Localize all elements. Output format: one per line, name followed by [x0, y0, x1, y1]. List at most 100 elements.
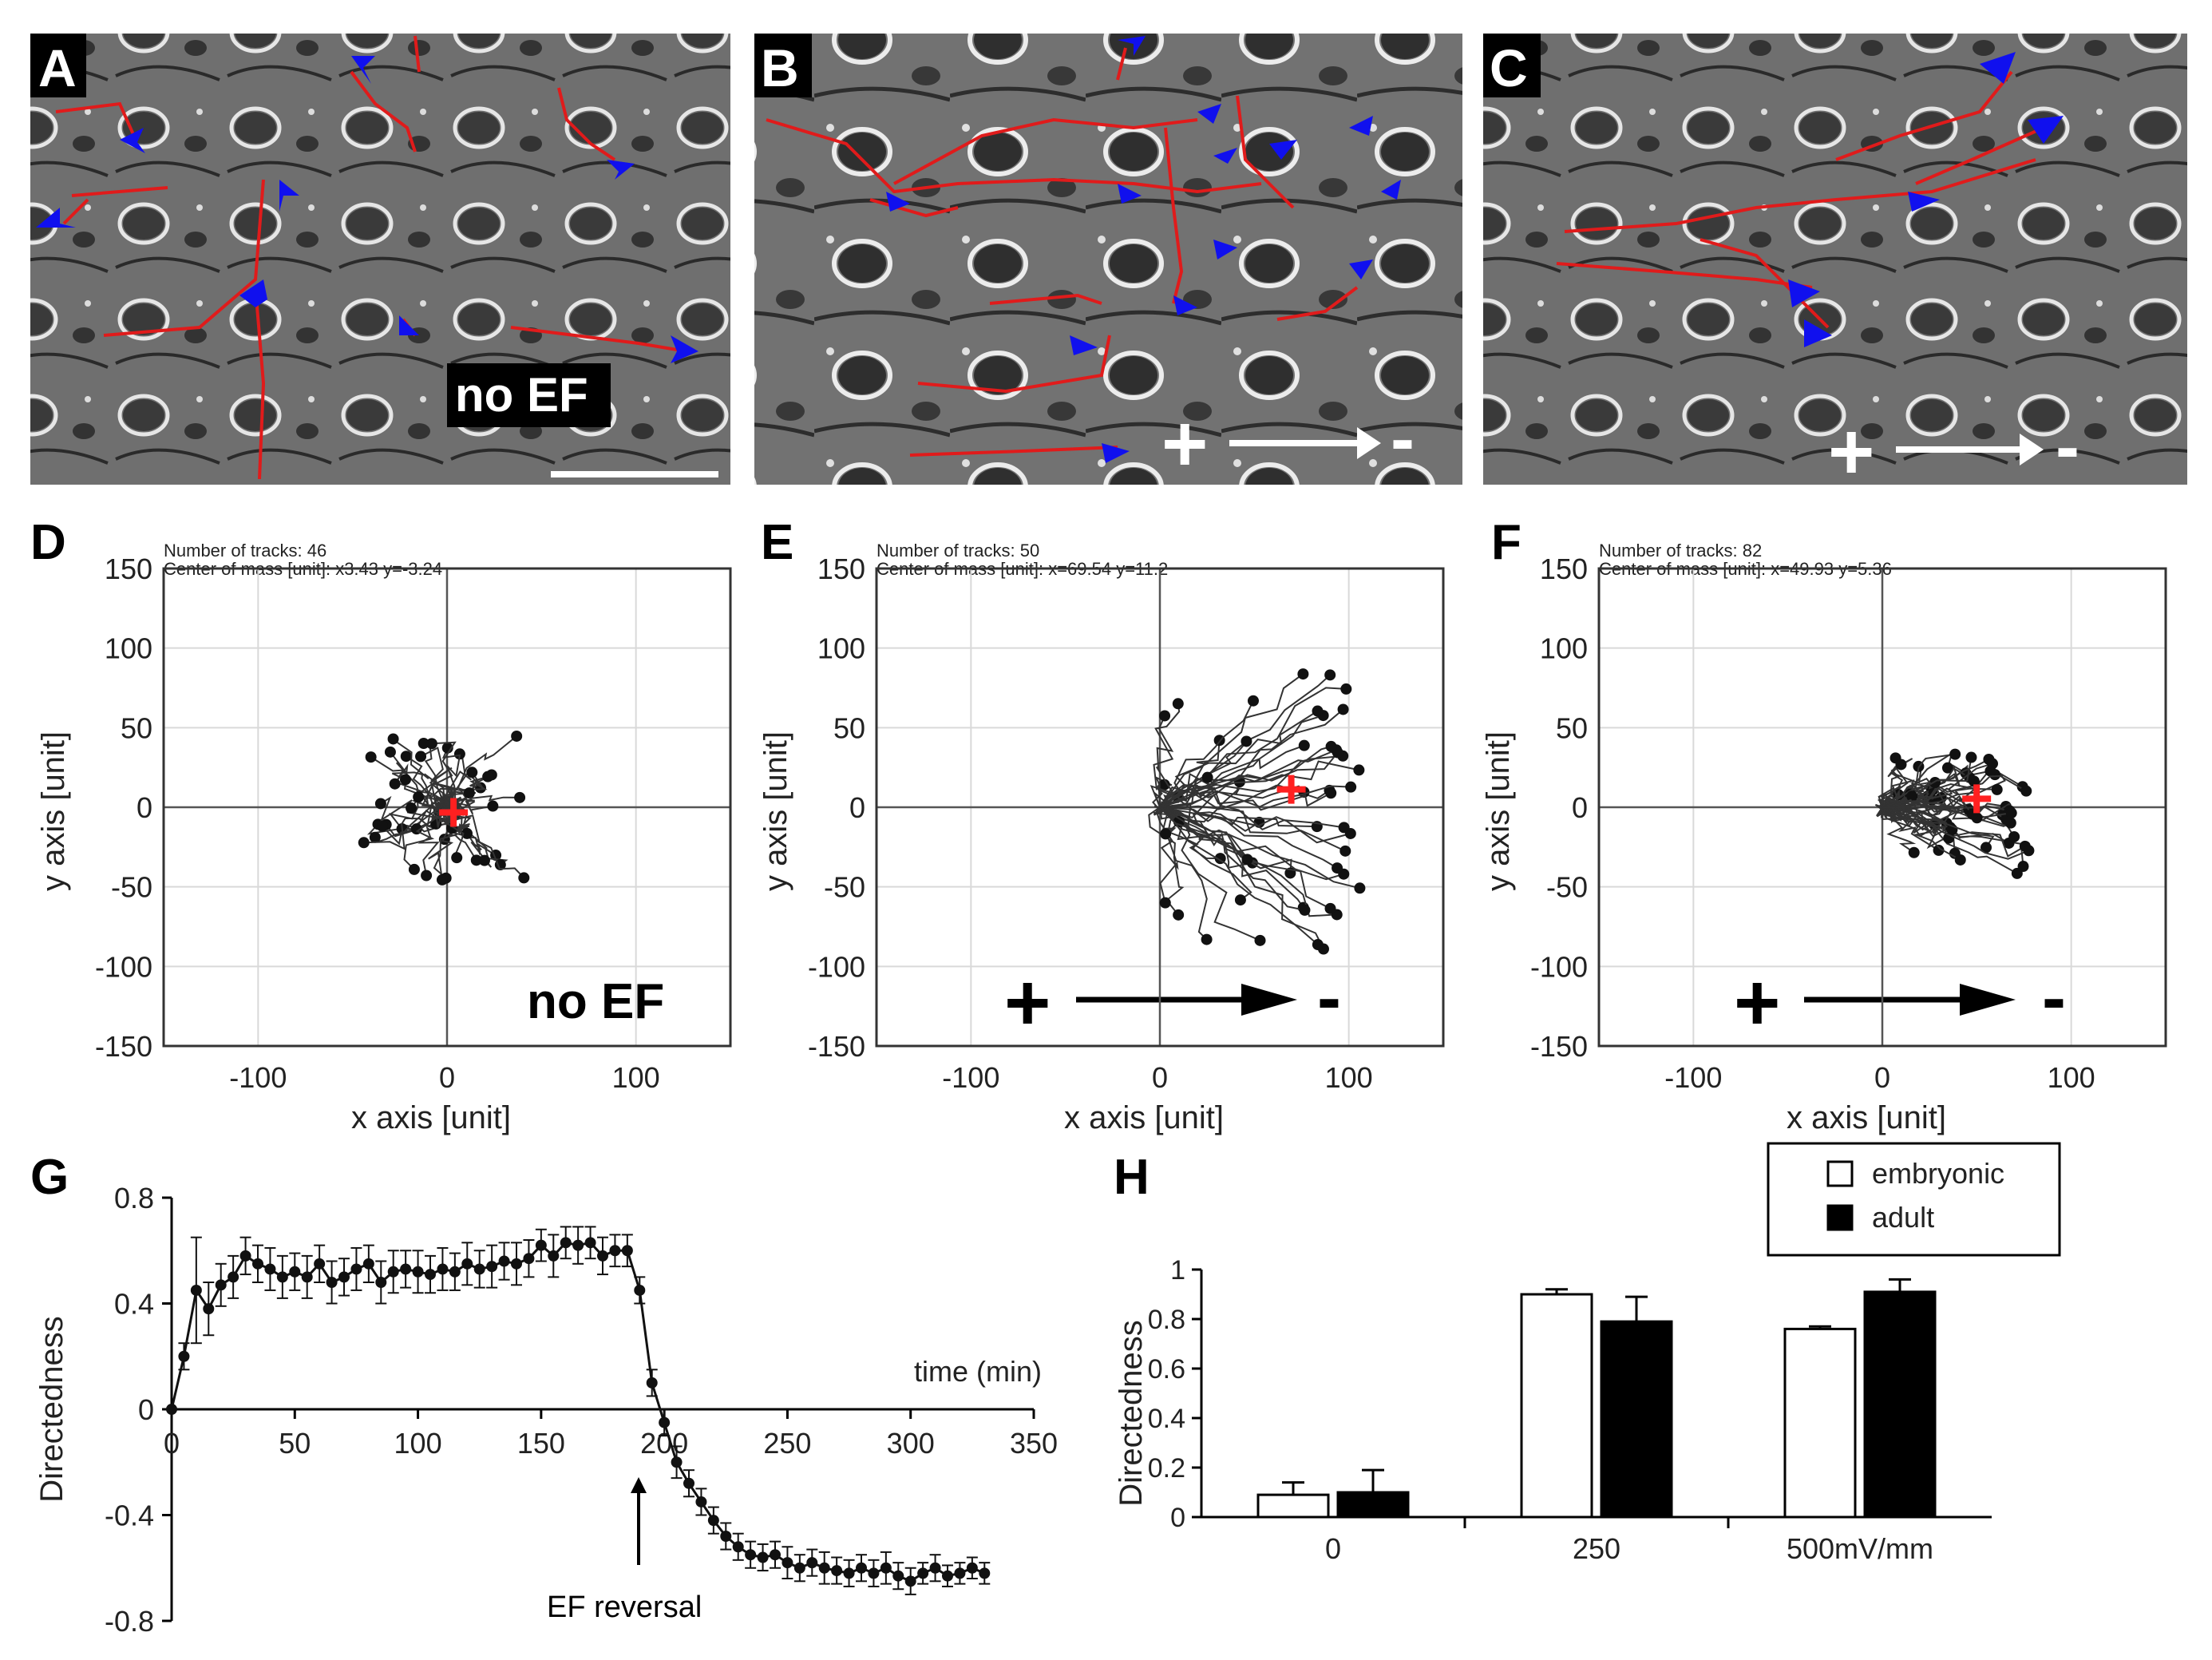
- track-endpoint: [1159, 710, 1171, 722]
- cell-track: [1159, 806, 1208, 941]
- data-point: [228, 1271, 239, 1283]
- y-tick-label: 50: [121, 711, 152, 744]
- x-tick-label: 0: [164, 1427, 180, 1460]
- cell-track: [1882, 806, 2018, 874]
- track-endpoint: [1201, 933, 1213, 945]
- data-point: [782, 1557, 793, 1569]
- track-endpoint: [514, 791, 526, 803]
- track-endpoint: [384, 746, 396, 758]
- track-endpoint: [518, 872, 530, 884]
- panel-letter-e: E: [761, 515, 793, 570]
- track-endpoint: [1354, 882, 1366, 894]
- tracks-count-d: Number of tracks: 46: [164, 541, 326, 561]
- track-endpoint: [1158, 778, 1170, 790]
- data-point: [548, 1250, 560, 1262]
- x-tick-label: 100: [394, 1427, 442, 1460]
- y-tick-label: -150: [1530, 1030, 1588, 1063]
- track-endpoint: [1332, 862, 1343, 874]
- data-point: [498, 1255, 510, 1267]
- track-endpoint: [451, 852, 463, 864]
- directedness-line: [170, 1241, 985, 1583]
- y-axis-label: y axis [unit]: [758, 731, 793, 891]
- track-endpoint: [1339, 845, 1351, 857]
- data-point: [831, 1565, 843, 1577]
- y-tick-label: -50: [111, 871, 152, 904]
- data-point: [523, 1253, 535, 1265]
- data-point: [252, 1258, 263, 1270]
- track-endpoint: [1297, 668, 1309, 680]
- cell-track: [1878, 753, 1956, 808]
- cell-track: [1148, 806, 1185, 916]
- cell-track: [1159, 673, 1304, 808]
- bar-adult: [1336, 1491, 1410, 1519]
- cell-track: [1159, 806, 1324, 950]
- data-point: [646, 1377, 658, 1389]
- panel-a: A no EF: [30, 34, 730, 485]
- track-endpoint: [1337, 703, 1349, 715]
- legend-box: [1767, 1142, 2061, 1257]
- x-axis-label: x axis [unit]: [1787, 1100, 1946, 1135]
- track-endpoint: [1340, 683, 1352, 695]
- track-endpoint: [453, 748, 465, 760]
- data-point: [535, 1239, 547, 1251]
- y-tick-label: 1: [1170, 1255, 1185, 1286]
- track-endpoint: [1941, 762, 1953, 774]
- cell-track: [1882, 797, 1973, 816]
- track-endpoint: [408, 863, 420, 875]
- data-point: [720, 1531, 732, 1542]
- track-endpoint: [406, 802, 417, 814]
- track-endpoint: [400, 751, 412, 763]
- x-tick-label: 0: [1325, 1532, 1341, 1565]
- x-tick-label: 50: [279, 1427, 311, 1460]
- y-tick-label: -50: [824, 871, 865, 904]
- data-point: [412, 1266, 424, 1278]
- track-endpoint: [2005, 807, 2017, 819]
- micrograph-a: [30, 34, 730, 485]
- track-endpoint: [1954, 854, 1966, 866]
- data-point: [239, 1250, 251, 1262]
- y-tick-label: -100: [808, 950, 865, 983]
- data-point: [818, 1562, 830, 1574]
- legend-label-embryonic: embryonic: [1872, 1157, 2004, 1190]
- ef-reversal-label: EF reversal: [547, 1591, 702, 1624]
- cell-track: [446, 797, 493, 820]
- plus-sign-b: +: [1161, 399, 1208, 489]
- data-point: [770, 1549, 781, 1561]
- y-tick-label: 0.6: [1148, 1354, 1185, 1385]
- micrograph-c: [1483, 34, 2187, 485]
- y-tick-label: -0.8: [105, 1605, 154, 1638]
- x-tick-label: -100: [942, 1061, 999, 1094]
- data-point: [843, 1567, 855, 1579]
- data-point: [732, 1541, 744, 1553]
- cell-track: [1153, 740, 1221, 808]
- track-endpoint: [478, 854, 490, 866]
- track-endpoint: [374, 798, 386, 810]
- cell-track: [403, 806, 448, 870]
- bar-embryonic: [1520, 1293, 1593, 1519]
- panel-b: B + -: [754, 34, 1462, 489]
- cell-track: [1882, 806, 1961, 861]
- data-point: [289, 1266, 301, 1278]
- track-endpoint: [1254, 934, 1266, 946]
- track-endpoint: [1241, 735, 1252, 747]
- data-point: [375, 1277, 387, 1288]
- data-point: [793, 1562, 805, 1574]
- data-point: [954, 1567, 966, 1579]
- center-of-mass-marker: [439, 798, 469, 827]
- track-endpoint: [461, 827, 473, 839]
- y-tick-label: 0.4: [114, 1288, 154, 1321]
- plot-frame: [1597, 567, 2167, 1048]
- track-endpoint: [1908, 846, 1920, 858]
- cell-track: [1159, 751, 1339, 808]
- data-point: [597, 1250, 608, 1262]
- y-tick-label: 0.2: [1148, 1453, 1185, 1484]
- y-tick-label: 0: [138, 1393, 154, 1426]
- track-endpoint: [1338, 822, 1350, 834]
- cell-track: [1159, 806, 1360, 889]
- x-tick-label: 0: [1152, 1061, 1168, 1094]
- y-tick-label: 0: [137, 791, 152, 824]
- panel-f: F Number of tracks: 82 Center of mass [u…: [1481, 515, 2167, 1135]
- panel-h: H 0 0.2 0.4 0.6 0.8 1 Directedness 0 250 500mV/mm…: [1114, 1142, 2061, 1565]
- data-point: [362, 1258, 374, 1270]
